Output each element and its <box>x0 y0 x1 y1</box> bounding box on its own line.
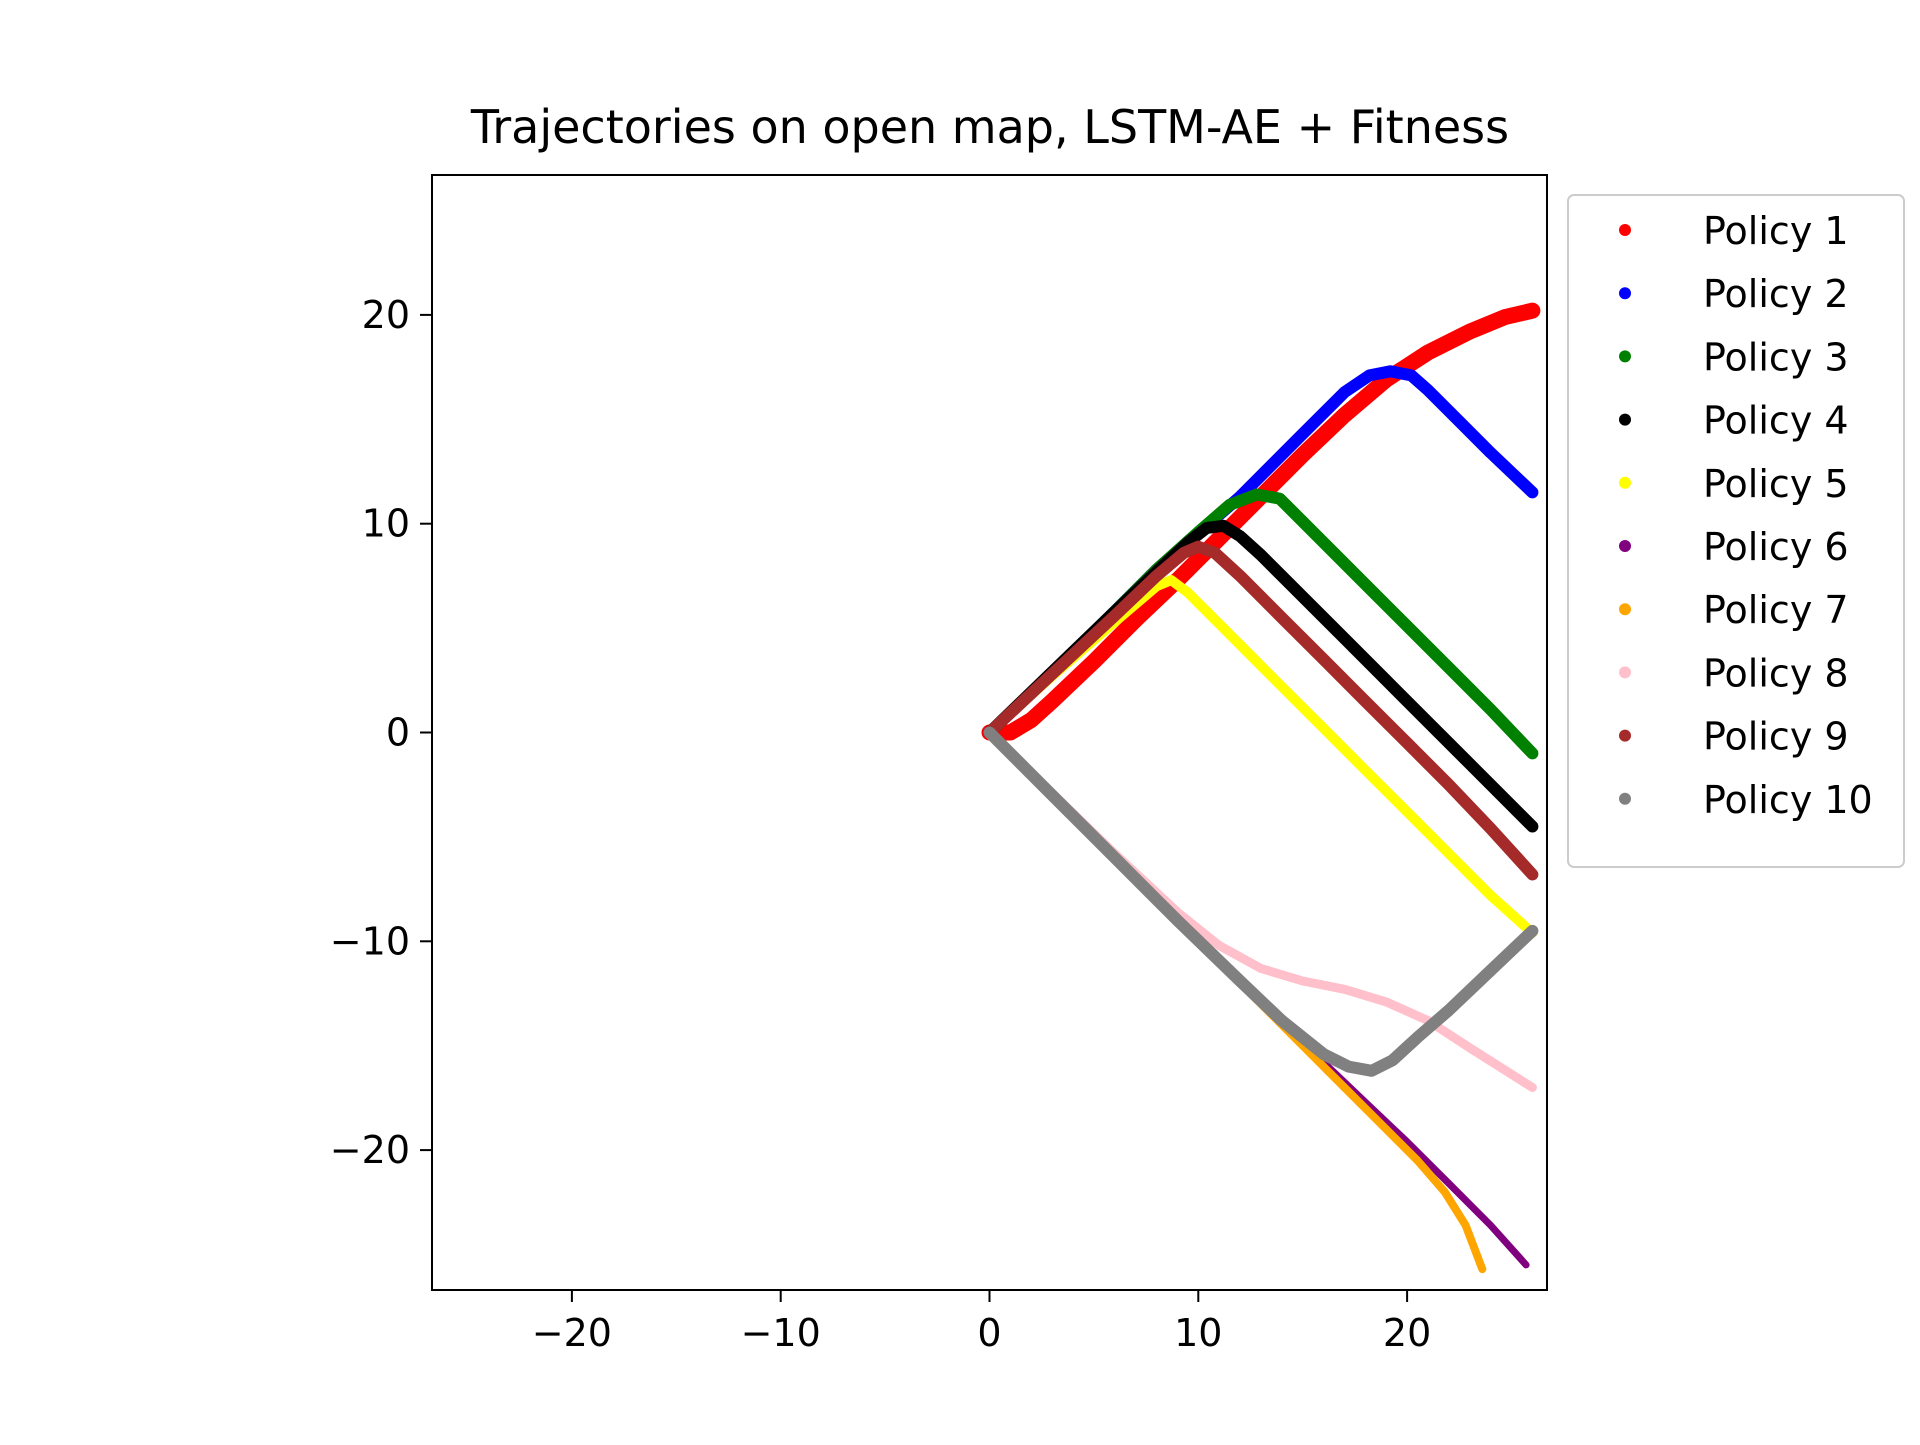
legend-label-series-3: Policy 3 <box>1703 335 1849 379</box>
legend-marker-series-7 <box>1619 603 1631 616</box>
legend-label-series-8: Policy 8 <box>1703 651 1849 695</box>
x-tick-label: −10 <box>741 1311 821 1355</box>
legend-label-series-1: Policy 1 <box>1703 209 1849 253</box>
legend-marker-series-2 <box>1619 287 1631 300</box>
y-tick-label: 0 <box>386 711 410 755</box>
legend-marker-series-6 <box>1619 540 1631 552</box>
y-tick-label: 10 <box>362 502 410 546</box>
legend-marker-series-3 <box>1619 350 1631 363</box>
series-1-trajectory <box>981 302 1541 741</box>
legend-label-series-7: Policy 7 <box>1703 588 1849 632</box>
legend-marker-series-4 <box>1619 413 1631 426</box>
series-layer <box>981 302 1541 1274</box>
legend-label-series-4: Policy 4 <box>1703 399 1849 443</box>
legend-label-series-2: Policy 2 <box>1703 272 1849 316</box>
y-tick-label: −10 <box>330 919 410 963</box>
x-tick-label: 10 <box>1174 1311 1222 1355</box>
y-tick-label: 20 <box>362 293 410 337</box>
legend-label-series-5: Policy 5 <box>1703 462 1849 506</box>
y-axis: −20 −10 0 10 20 <box>330 293 432 1172</box>
legend-marker-series-5 <box>1619 476 1631 489</box>
x-tick-label: 0 <box>977 1311 1001 1355</box>
legend-marker-series-10 <box>1619 792 1631 805</box>
x-tick-label: 20 <box>1383 1311 1431 1355</box>
legend-label-series-10: Policy 10 <box>1703 778 1873 822</box>
legend: Policy 1 Policy 2 Policy 3 Policy 4 Policy 5… <box>1567 194 1905 868</box>
legend-marker-series-1 <box>1619 224 1631 236</box>
series-10-trajectory <box>983 726 1539 1077</box>
y-tick-label: −20 <box>330 1128 410 1172</box>
series-9-trajectory <box>983 540 1539 881</box>
x-axis: −20 −10 0 10 20 <box>532 1290 1431 1355</box>
legend-frame <box>1567 194 1905 868</box>
x-tick-label: −20 <box>532 1311 612 1355</box>
chart-title: Trajectories on open map, LSTM-AE + Fitn… <box>470 100 1509 154</box>
legend-label-series-6: Policy 6 <box>1703 525 1849 569</box>
legend-label-series-9: Policy 9 <box>1703 715 1849 759</box>
legend-marker-series-8 <box>1619 666 1631 679</box>
legend-marker-series-9 <box>1619 729 1631 742</box>
